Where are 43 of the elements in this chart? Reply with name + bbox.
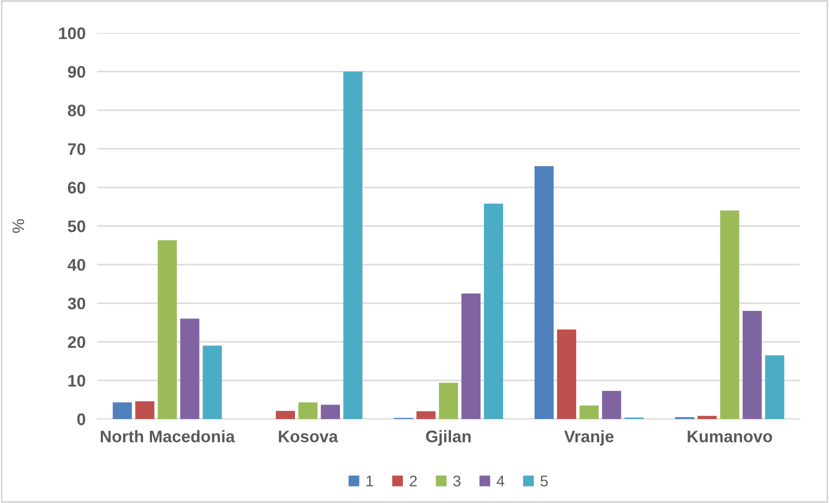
- bar: [135, 401, 154, 419]
- bar: [698, 416, 717, 419]
- y-tick-label: 0: [77, 413, 86, 426]
- legend-label: 4: [496, 476, 504, 486]
- bar: [742, 310, 762, 419]
- bar: [765, 355, 784, 419]
- y-tick-label: 10: [68, 374, 86, 387]
- y-tick-label: 100: [59, 27, 86, 40]
- y-tick-label: 60: [68, 182, 86, 194]
- y-tick-label: 50: [68, 220, 86, 232]
- bar: [557, 329, 576, 419]
- bar: [534, 166, 554, 419]
- bar: [298, 402, 318, 419]
- legend-label: 2: [410, 476, 417, 486]
- bar: [202, 346, 222, 419]
- bar: [602, 390, 622, 419]
- x-tick-label: Gjilan: [426, 430, 471, 446]
- y-tick-label: 40: [68, 259, 86, 271]
- bar: [320, 404, 340, 419]
- x-tick-label: Kosova: [278, 430, 338, 442]
- y-tick-label: 90: [68, 66, 86, 78]
- x-tick-label: Vranje: [564, 430, 614, 446]
- bar: [720, 210, 740, 419]
- x-tick-label: Kumanovo: [688, 430, 772, 442]
- bar: [580, 405, 599, 419]
- y-tick-label: 70: [68, 143, 86, 156]
- bar: [343, 72, 362, 419]
- bar: [461, 294, 481, 419]
- bar: [416, 411, 436, 419]
- y-tick-label: 30: [68, 298, 86, 310]
- legend-label: 1: [366, 476, 374, 486]
- bar: [276, 410, 295, 419]
- legend-label: 5: [540, 476, 548, 486]
- bar: [438, 382, 458, 419]
- bar: [484, 204, 504, 419]
- bar: [158, 240, 177, 419]
- bar: [112, 402, 132, 419]
- legend-label: 3: [453, 476, 460, 486]
- bar: [180, 318, 200, 419]
- y-axis-title: %: [12, 219, 24, 233]
- x-tick-label: North Macedonia: [100, 430, 236, 442]
- y-tick-label: 80: [68, 104, 86, 116]
- y-tick-label: 20: [68, 336, 86, 348]
